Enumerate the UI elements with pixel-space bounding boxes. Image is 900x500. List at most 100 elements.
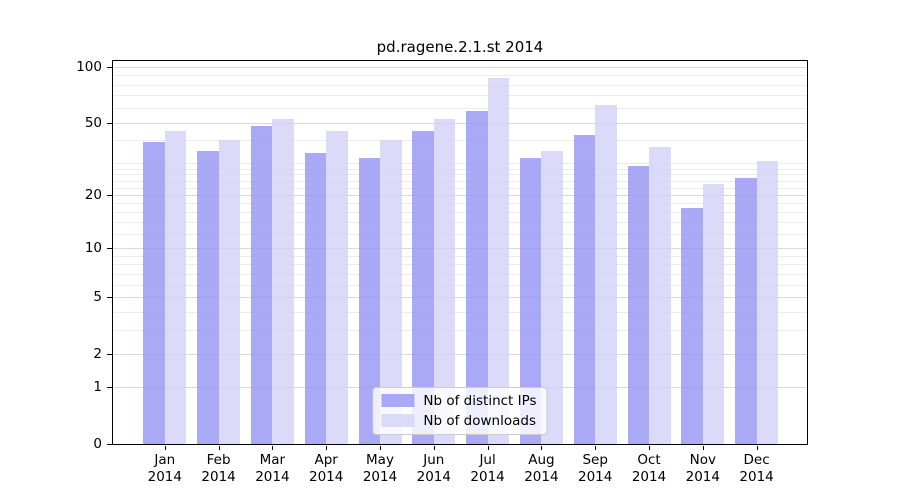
minor-gridline	[113, 284, 807, 286]
major-gridline	[113, 122, 807, 124]
x-tick-label: Mar 2014	[255, 452, 290, 485]
x-tick-label: May 2014	[362, 452, 398, 485]
chart-title: pd.ragene.2.1.st 2014	[376, 38, 544, 56]
bar-downloads-nov	[702, 184, 725, 444]
y-tick-label: 20	[84, 186, 102, 203]
minor-gridline	[113, 234, 807, 236]
minor-gridline	[113, 255, 807, 257]
x-tick-label: Aug 2014	[524, 452, 559, 485]
bar-downloads-jul	[487, 77, 510, 444]
bar-distinct-ips-jul	[466, 110, 488, 444]
y-tick-mark	[107, 194, 112, 196]
x-tick-mark	[380, 445, 381, 450]
x-tick-label: Feb 2014	[201, 452, 236, 485]
y-tick-label: 1	[93, 378, 102, 395]
major-gridline	[113, 297, 807, 299]
legend-swatch-distinct-ips-icon	[381, 394, 415, 407]
bar-distinct-ips-dec	[735, 177, 757, 444]
y-tick-mark	[107, 386, 112, 388]
bar-downloads-may	[380, 140, 402, 444]
bar-downloads-jun	[433, 119, 456, 444]
bar-distinct-ips-sep	[573, 134, 596, 444]
y-tick-mark	[107, 353, 112, 355]
x-tick-mark	[595, 445, 597, 450]
y-tick-mark	[107, 443, 112, 445]
y-tick-mark	[107, 66, 112, 68]
bar-distinct-ips-jun	[412, 130, 434, 444]
minor-gridline	[113, 187, 807, 189]
x-tick-label: Jan 2014	[147, 452, 182, 485]
minor-gridline	[113, 330, 807, 332]
bar-downloads-jan	[164, 130, 187, 444]
x-tick-label: Oct 2014	[631, 452, 667, 485]
minor-gridline	[113, 174, 807, 176]
plot-area: Nb of distinct IPs Nb of downloads	[112, 59, 808, 445]
x-tick-mark	[756, 445, 758, 450]
minor-gridline	[113, 107, 807, 109]
minor-gridline	[113, 264, 807, 266]
bar-distinct-ips-may	[358, 158, 380, 444]
y-tick-label: 2	[93, 345, 102, 362]
y-tick-label: 10	[84, 239, 102, 256]
y-tick-mark	[107, 247, 112, 249]
bar-downloads-sep	[595, 105, 617, 444]
bar-distinct-ips-nov	[681, 207, 703, 444]
x-tick-mark	[433, 445, 435, 450]
x-tick-label: Sep 2014	[578, 452, 613, 485]
legend-label-distinct-ips: Nb of distinct IPs	[423, 392, 537, 409]
bar-downloads-apr	[326, 130, 348, 444]
bar-downloads-aug	[541, 150, 563, 444]
bar-distinct-ips-aug	[519, 158, 542, 444]
y-tick-label: 100	[76, 58, 102, 75]
minor-gridline	[113, 95, 807, 97]
x-tick-mark	[487, 445, 489, 450]
bar-distinct-ips-oct	[627, 165, 649, 444]
bar-distinct-ips-jan	[143, 142, 165, 444]
y-tick-mark	[107, 122, 112, 124]
x-tick-mark	[164, 445, 166, 450]
legend-item-distinct-ips: Nb of distinct IPs	[381, 392, 537, 409]
bars-layer	[113, 61, 807, 444]
x-tick-mark	[218, 445, 220, 450]
bar-distinct-ips-mar	[250, 125, 273, 444]
x-tick-mark	[272, 445, 274, 450]
x-tick-label: Apr 2014	[309, 452, 344, 485]
bar-distinct-ips-feb	[197, 150, 219, 444]
minor-gridline	[113, 140, 807, 142]
legend-item-downloads: Nb of downloads	[381, 413, 536, 429]
minor-gridline	[113, 203, 807, 205]
legend: Nb of distinct IPs Nb of downloads	[372, 386, 548, 435]
minor-gridline	[113, 75, 807, 77]
x-tick-label: Nov 2014	[685, 452, 720, 485]
minor-gridline	[113, 163, 807, 165]
minor-gridline	[113, 273, 807, 275]
bar-downloads-feb	[218, 140, 241, 444]
y-tick-label: 0	[93, 435, 102, 452]
bar-downloads-dec	[756, 160, 779, 444]
minor-gridline	[113, 212, 807, 214]
bar-distinct-ips-apr	[304, 153, 327, 444]
major-gridline	[113, 194, 807, 196]
y-tick-label: 50	[84, 114, 102, 131]
minor-gridline	[113, 84, 807, 86]
gridlines-layer	[113, 61, 807, 444]
y-tick-mark	[107, 297, 112, 299]
y-tick-label: 5	[93, 289, 102, 306]
major-gridline	[113, 66, 807, 68]
legend-swatch-downloads-icon	[381, 414, 415, 427]
minor-gridline	[113, 168, 807, 170]
minor-gridline	[113, 312, 807, 314]
legend-label-downloads: Nb of downloads	[423, 412, 536, 429]
x-tick-mark	[649, 445, 650, 450]
x-tick-label: Dec 2014	[739, 452, 774, 485]
major-gridline	[113, 247, 807, 249]
bar-downloads-mar	[272, 119, 294, 444]
x-tick-label: Jun 2014	[416, 452, 451, 485]
x-tick-label: Jul 2014	[470, 452, 505, 485]
x-tick-mark	[541, 445, 543, 450]
minor-gridline	[113, 180, 807, 182]
major-gridline	[113, 353, 807, 355]
x-tick-mark	[326, 445, 328, 450]
minor-gridline	[113, 222, 807, 224]
